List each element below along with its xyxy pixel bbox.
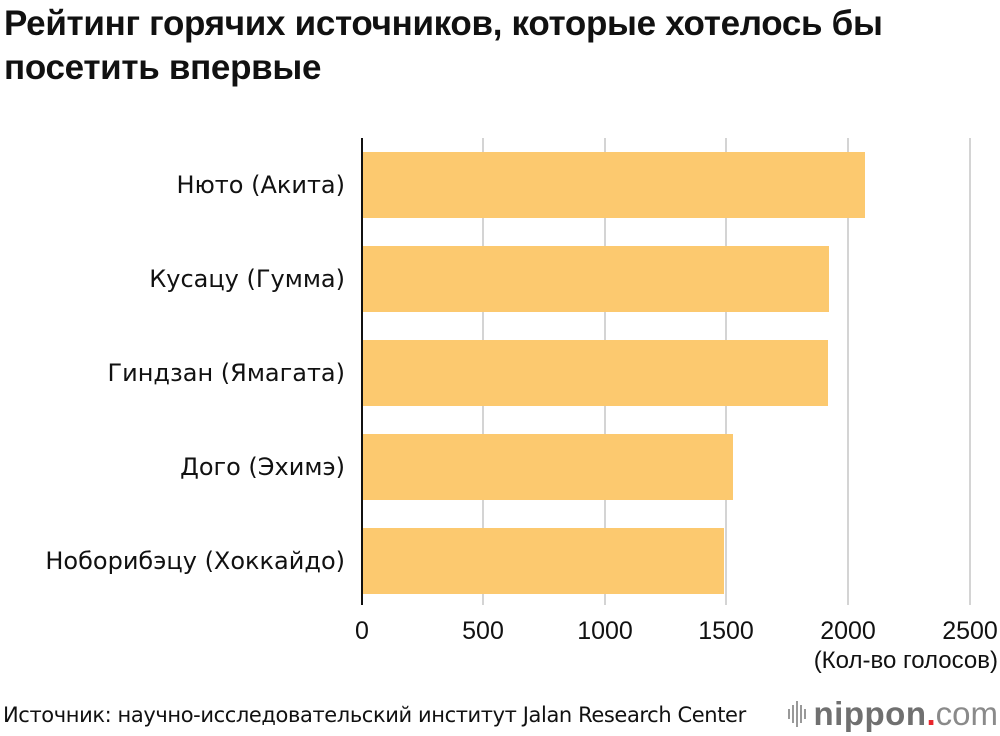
nippon-logo: nippon. com <box>787 695 998 733</box>
bar-nyuto <box>363 152 865 218</box>
logo-dot: . <box>926 695 936 732</box>
x-tick-label: 0 <box>355 617 369 645</box>
chart-title: Рейтинг горячих источников, которые хоте… <box>4 4 883 87</box>
category-label: Кусацу (Гумма) <box>149 265 345 293</box>
x-tick-label: 500 <box>462 617 504 645</box>
category-label: Ноборибэцу (Хоккайдо) <box>45 547 345 575</box>
gridline-2500 <box>969 138 971 605</box>
category-label: Дого (Эхимэ) <box>180 453 345 481</box>
category-label: Нюто (Акита) <box>176 171 345 199</box>
bar-noboribetsu <box>363 528 724 594</box>
logo-bars-icon <box>787 701 806 727</box>
x-axis-label: (Кол-во голосов) <box>813 647 998 674</box>
x-tick-label: 2000 <box>820 617 876 645</box>
x-tick-label: 2500 <box>942 617 998 645</box>
y-axis-line <box>361 138 363 605</box>
bar-dogo <box>363 434 733 500</box>
x-tick-label: 1500 <box>698 617 754 645</box>
gridline-2000 <box>847 138 849 605</box>
x-tick-label: 1000 <box>577 617 633 645</box>
bar-ginzan <box>363 340 828 406</box>
source-note: Источник: научно-исследовательский инсти… <box>3 703 746 727</box>
logo-name: nippon <box>813 695 927 732</box>
category-label: Гиндзан (Ямагата) <box>107 359 345 387</box>
bar-kusatsu <box>363 246 829 312</box>
logo-tld: com <box>935 695 998 732</box>
